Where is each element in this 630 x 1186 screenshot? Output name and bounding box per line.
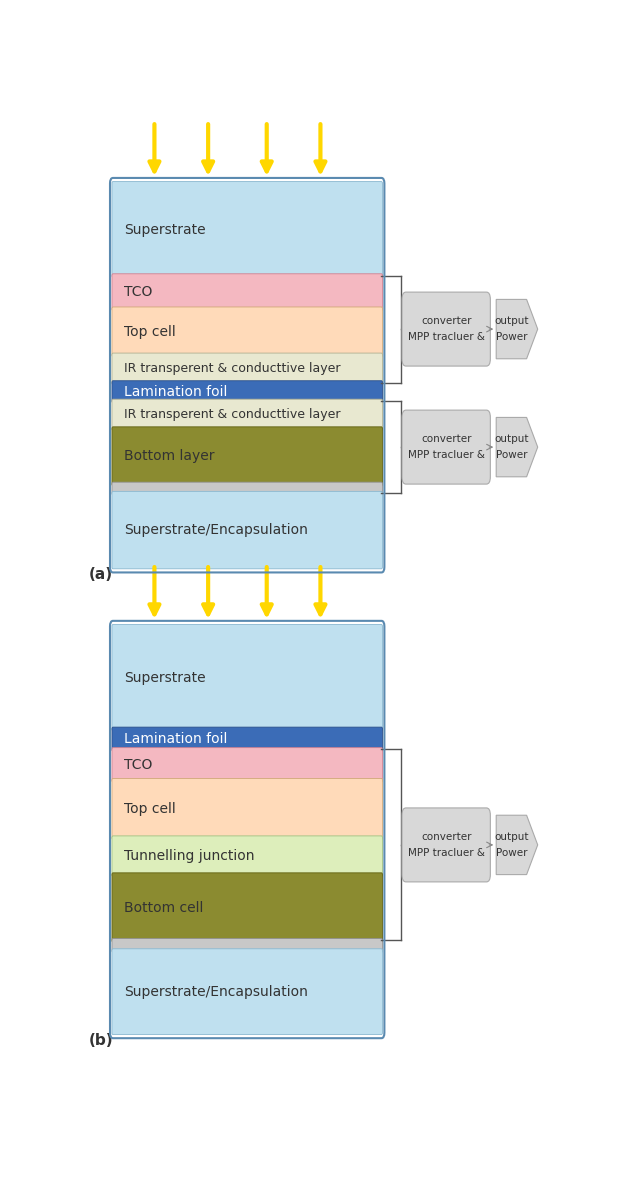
Text: Power: Power	[496, 848, 527, 859]
Text: Superstrate: Superstrate	[123, 670, 205, 684]
Text: TCO: TCO	[123, 285, 152, 299]
Text: output: output	[494, 315, 529, 326]
PathPatch shape	[496, 417, 538, 477]
Text: Superstrate/Encapsulation: Superstrate/Encapsulation	[123, 523, 307, 537]
Text: MPP tracluer &: MPP tracluer &	[408, 451, 484, 460]
Text: Bottom layer: Bottom layer	[123, 449, 214, 464]
FancyBboxPatch shape	[112, 625, 382, 731]
FancyBboxPatch shape	[112, 307, 382, 357]
Text: converter: converter	[421, 434, 471, 444]
Text: Lamination foil: Lamination foil	[123, 732, 227, 746]
Text: output: output	[494, 434, 529, 444]
FancyBboxPatch shape	[112, 873, 382, 942]
FancyBboxPatch shape	[112, 747, 382, 782]
Text: converter: converter	[421, 831, 471, 842]
Text: Top cell: Top cell	[123, 802, 175, 816]
Text: Superstrate: Superstrate	[123, 223, 205, 236]
Text: (b): (b)	[88, 1033, 113, 1047]
Text: converter: converter	[421, 315, 471, 326]
Text: TCO: TCO	[123, 758, 152, 772]
Text: MPP tracluer &: MPP tracluer &	[408, 848, 484, 859]
FancyBboxPatch shape	[112, 427, 382, 486]
FancyBboxPatch shape	[402, 410, 490, 484]
Text: IR transperent & conducttive layer: IR transperent & conducttive layer	[123, 408, 340, 421]
Text: (a): (a)	[88, 567, 113, 582]
FancyBboxPatch shape	[112, 274, 382, 311]
FancyBboxPatch shape	[112, 778, 382, 840]
FancyBboxPatch shape	[402, 292, 490, 366]
Text: Power: Power	[496, 332, 527, 343]
FancyBboxPatch shape	[112, 181, 382, 278]
Text: Power: Power	[496, 451, 527, 460]
Text: Superstrate/Encapsulation: Superstrate/Encapsulation	[123, 984, 307, 999]
FancyBboxPatch shape	[112, 353, 382, 384]
FancyBboxPatch shape	[112, 381, 382, 403]
Text: output: output	[494, 831, 529, 842]
FancyBboxPatch shape	[112, 836, 382, 876]
Text: Tunnelling junction: Tunnelling junction	[123, 849, 254, 863]
Text: IR transperent & conducttive layer: IR transperent & conducttive layer	[123, 362, 340, 375]
Text: MPP tracluer &: MPP tracluer &	[408, 332, 484, 343]
FancyBboxPatch shape	[112, 938, 382, 952]
FancyBboxPatch shape	[112, 483, 382, 495]
Text: Bottom cell: Bottom cell	[123, 900, 203, 914]
Text: Top cell: Top cell	[123, 325, 175, 339]
FancyBboxPatch shape	[112, 400, 382, 431]
FancyBboxPatch shape	[112, 727, 382, 751]
Text: Lamination foil: Lamination foil	[123, 384, 227, 398]
FancyBboxPatch shape	[112, 949, 382, 1034]
PathPatch shape	[496, 815, 538, 874]
FancyBboxPatch shape	[402, 808, 490, 882]
FancyBboxPatch shape	[112, 491, 382, 569]
PathPatch shape	[496, 299, 538, 359]
